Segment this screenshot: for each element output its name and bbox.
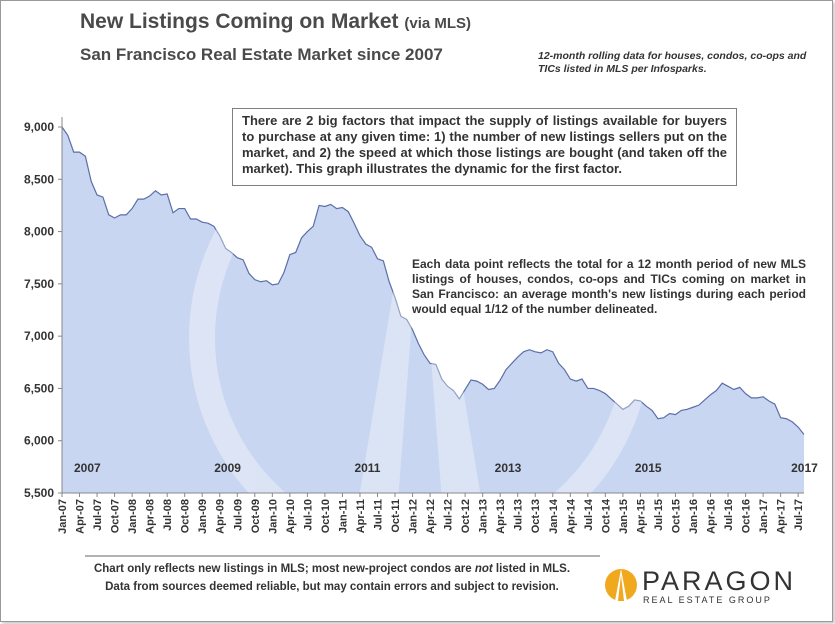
logo-wordmark: PARAGON: [642, 566, 797, 596]
x-tick-label: Jan-09: [197, 499, 209, 534]
x-tick-label: Jan-11: [337, 499, 349, 533]
series-line: [61, 126, 805, 435]
x-tick-label: Jul-15: [653, 499, 665, 531]
x-tick-label: Jan-16: [688, 499, 700, 534]
x-tick-label: Oct-14: [600, 498, 612, 533]
x-tick-label: Jan-07: [57, 499, 69, 534]
y-tick-label: 8,500: [24, 172, 54, 186]
data-point-explanation: Each data point reflects the total for a…: [412, 257, 806, 316]
y-tick-label: 6,500: [24, 381, 54, 395]
x-tick-label: Apr-07: [75, 499, 87, 534]
x-tick-label: Jul-07: [92, 499, 104, 531]
chart-subtitle: San Francisco Real Estate Market since 2…: [80, 45, 443, 64]
y-tick-label: 6,000: [24, 434, 54, 448]
title-suffix: (via MLS): [404, 15, 472, 32]
x-tick-label: Jan-10: [267, 499, 279, 534]
x-tick-label: Jul-10: [302, 499, 314, 531]
year-label: 2009: [214, 461, 241, 475]
y-tick-label: 9,000: [24, 120, 54, 134]
logo-tagline: REAL ESTATE GROUP: [643, 595, 772, 605]
x-tick-label: Apr-13: [495, 499, 507, 534]
chart-title: New Listings Coming on Market (via MLS): [80, 10, 472, 33]
x-tick-label: Apr-09: [215, 499, 227, 534]
x-tick-label: Apr-12: [425, 499, 437, 534]
data-source-note: 12-month rolling data for houses, condos…: [538, 50, 807, 75]
x-tick-label: Jan-13: [478, 499, 490, 534]
x-tick-label: Apr-15: [635, 499, 647, 534]
x-tick-label: Jul-14: [583, 498, 595, 531]
y-tick-label: 8,000: [24, 225, 54, 239]
area-fill: [62, 127, 804, 493]
x-tick-label: Jul-16: [723, 499, 735, 531]
x-tick-label: Oct-08: [180, 499, 192, 533]
x-tick-label: Oct-13: [530, 499, 542, 533]
x-tick-label: Jul-13: [513, 499, 525, 531]
y-tick-label: 7,000: [24, 329, 54, 343]
x-tick-label: Apr-17: [776, 499, 788, 534]
x-tick-label: Oct-07: [110, 499, 122, 533]
x-tick-label: Jul-11: [372, 499, 384, 530]
x-tick-label: Jan-12: [408, 499, 420, 534]
x-tick-label: Jul-08: [162, 499, 174, 531]
y-tick-label: 7,500: [24, 277, 54, 291]
x-tick-label: Jul-17: [793, 499, 805, 531]
x-tick-label: Oct-16: [741, 499, 753, 533]
x-tick-label: Oct-12: [460, 499, 472, 533]
x-tick-label: Apr-14: [565, 498, 577, 534]
year-label: 2017: [791, 461, 818, 475]
x-tick-label: Oct-15: [670, 499, 682, 533]
x-tick-label: Jul-12: [443, 499, 455, 531]
footer-emphasis: not: [474, 563, 493, 575]
x-tick-label: Apr-10: [285, 499, 297, 534]
footer-disclaimer: Chart only reflects new listings in MLS;…: [82, 560, 582, 596]
year-label: 2007: [74, 461, 101, 475]
x-tick-label: Oct-10: [320, 499, 332, 533]
footer-line-1: Chart only reflects new listings in MLS;…: [93, 563, 571, 575]
x-tick-label: Jan-08: [127, 499, 139, 534]
paragon-logo-icon: [605, 569, 637, 601]
factors-callout: There are 2 big factors that impact the …: [232, 108, 737, 186]
x-tick-label: Oct-11: [390, 499, 402, 533]
year-label: 2013: [495, 461, 522, 475]
x-tick-label: Jan-15: [618, 499, 630, 534]
x-tick-label: Jan-14: [548, 498, 560, 534]
x-tick-label: Apr-11: [355, 499, 367, 533]
year-label: 2015: [635, 461, 662, 475]
x-tick-label: Apr-08: [145, 499, 157, 534]
x-tick-label: Apr-16: [706, 499, 718, 534]
x-tick-label: Jan-17: [758, 499, 770, 534]
year-label: 2011: [354, 461, 380, 475]
y-tick-label: 5,500: [24, 486, 54, 500]
x-tick-label: Jul-09: [232, 499, 244, 531]
footer-line-2: Data from sources deemed reliable, but m…: [105, 581, 559, 593]
x-tick-label: Oct-09: [250, 499, 262, 533]
